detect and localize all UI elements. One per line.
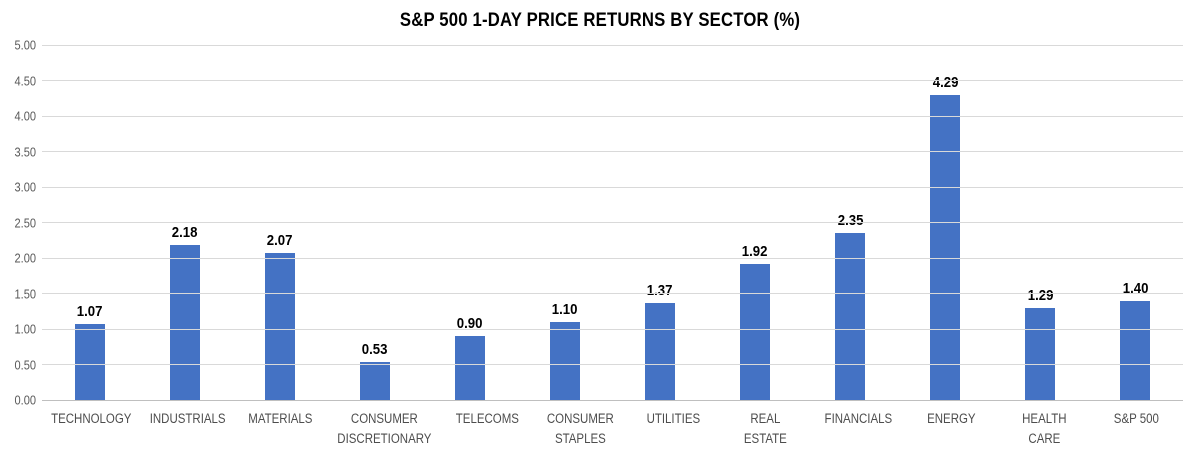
y-tick-label: 4.00 (14, 108, 36, 124)
bar (930, 95, 961, 400)
bar-group: 1.29 (993, 45, 1088, 400)
bar (835, 233, 866, 400)
bar-value-label: 1.40 (1122, 279, 1149, 297)
bar (1025, 308, 1056, 400)
x-category-label: INDUSTRIALS (149, 411, 226, 426)
bar-group: 1.07 (42, 45, 137, 400)
bar (645, 302, 675, 400)
x-category-label: CONSUMER STAPLES (546, 411, 614, 446)
bar-value-label: 0.53 (361, 341, 388, 359)
x-category-label: MATERIALS (248, 411, 313, 426)
gridline (42, 364, 1183, 365)
bar (74, 324, 105, 400)
gridline (42, 328, 1183, 330)
bar-group: 4.29 (898, 45, 993, 400)
bar-group: 2.07 (232, 45, 327, 400)
x-category-label: REAL ESTATE (744, 411, 788, 446)
bar (359, 362, 390, 400)
chart-title: S&P 500 1-DAY PRICE RETURNS BY SECTOR (%… (399, 10, 801, 31)
bar-value-label: 1.92 (742, 242, 768, 260)
x-category-label: TECHNOLOGY (51, 411, 132, 426)
bar-value-label: 0.90 (457, 315, 483, 333)
bar (1120, 300, 1151, 400)
bar-value-label: 1.07 (76, 303, 103, 321)
x-axis: TECHNOLOGY INDUSTRIALS MATERIALS CONSUMER D… (42, 409, 1183, 448)
y-tick-label: 5.00 (14, 37, 36, 53)
y-tick-label: 3.00 (14, 179, 36, 195)
y-tick-label: 4.50 (14, 73, 36, 88)
x-category-label: TELECOMS (456, 411, 520, 426)
x-category-label: S&P 500 (1114, 411, 1160, 426)
gridline (42, 80, 1183, 81)
bar (454, 336, 485, 400)
bar (264, 253, 295, 400)
gridline (42, 44, 1183, 46)
y-tick-label: 2.00 (14, 250, 36, 266)
gridline (42, 151, 1183, 152)
x-category-label: FINANCIALS (824, 411, 893, 426)
plot-area: 1.07 2.18 2.07 0.53 0.90 1.10 1.37 1.92 2.35 4.29… (42, 44, 1183, 401)
y-tick-label: 1.00 (14, 321, 36, 337)
y-tick-label: 0.00 (14, 392, 36, 408)
gridline (42, 222, 1183, 223)
y-axis: 0.00 0.50 1.00 1.50 2.00 2.50 3.00 3.50 4.00 4.50… (0, 39, 36, 407)
gridline (42, 115, 1183, 117)
bar-value-label: 2.07 (266, 232, 293, 250)
bar-value-label: 2.35 (837, 212, 864, 230)
x-category-label: UTILITIES (646, 411, 700, 426)
x-category-label: HEALTH CARE (1021, 411, 1067, 446)
bar-group: 2.35 (803, 45, 898, 400)
x-category-label: CONSUMER DISCRETIONARY (336, 411, 431, 446)
bar-group: 0.53 (327, 45, 422, 400)
bar-group: 0.90 (422, 45, 517, 400)
bar (169, 245, 200, 400)
bar-value-label: 1.37 (647, 281, 673, 299)
bar-group: 1.92 (708, 45, 803, 400)
bar-group: 1.40 (1088, 45, 1183, 400)
bar-value-label: 4.29 (932, 74, 959, 92)
y-tick-label: 3.50 (14, 144, 36, 159)
gridline (42, 186, 1183, 188)
y-tick-label: 1.50 (14, 286, 36, 301)
bars-container: 1.07 2.18 2.07 0.53 0.90 1.10 1.37 1.92 2.35 4.29… (42, 45, 1183, 400)
bar (740, 263, 771, 400)
bar (549, 321, 580, 400)
gridline (42, 257, 1183, 259)
gridline (42, 293, 1183, 294)
x-category-label: ENERGY (926, 411, 976, 426)
bar-group: 2.18 (137, 45, 232, 400)
bar-value-label: 1.10 (552, 300, 578, 318)
bar-value-label: 2.18 (171, 224, 198, 242)
x-axis-baseline (42, 399, 1183, 401)
bar-group: 1.10 (517, 45, 612, 400)
y-tick-label: 0.50 (14, 357, 36, 372)
bar-value-label: 1.29 (1027, 287, 1054, 305)
y-tick-label: 2.50 (14, 215, 36, 230)
